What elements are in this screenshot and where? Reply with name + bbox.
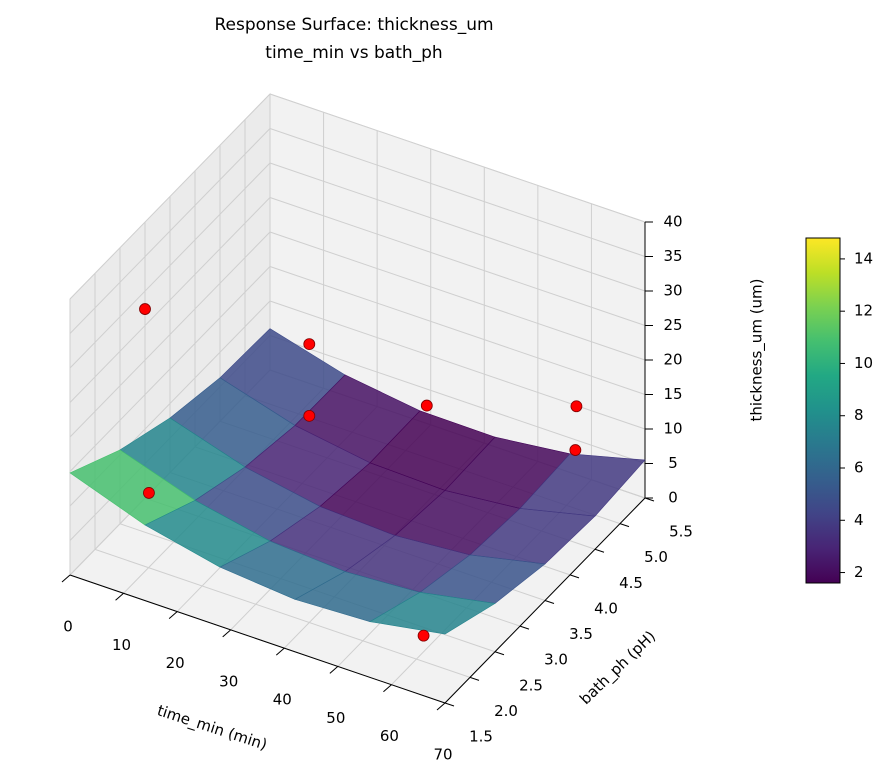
grid-line xyxy=(69,162,271,369)
tick-label: 20 xyxy=(663,351,682,369)
grid-line xyxy=(69,128,271,334)
grid-line xyxy=(69,93,271,300)
data-point xyxy=(420,399,433,412)
tick-label: 15 xyxy=(663,385,682,403)
tick-mark xyxy=(115,592,124,601)
grid-line xyxy=(269,300,646,430)
surface-patch xyxy=(369,592,496,635)
tick-label: 0 xyxy=(63,618,73,636)
tick-label: 3.0 xyxy=(544,651,568,669)
tick-mark xyxy=(619,523,630,528)
x-axis-line xyxy=(69,574,446,704)
grid-line xyxy=(69,197,271,403)
colorbar-tick-label: 12 xyxy=(854,302,873,320)
surface xyxy=(69,328,646,635)
tick-label: 40 xyxy=(273,691,292,709)
grid-line xyxy=(269,93,646,223)
tick-mark xyxy=(544,600,555,604)
grid-line xyxy=(269,162,646,292)
tick-mark xyxy=(569,574,580,579)
tick-mark xyxy=(494,651,505,656)
tick-mark xyxy=(436,702,446,711)
chart-title: Response Surface: thickness_um xyxy=(214,15,493,35)
colorbar-tick-label: 6 xyxy=(854,459,864,477)
colorbar-tick-label: 2 xyxy=(854,563,864,581)
tick-label: 50 xyxy=(326,709,345,727)
tick-mark xyxy=(519,625,530,630)
tick-label: 30 xyxy=(663,282,682,300)
tick-mark xyxy=(469,676,480,681)
data-point xyxy=(570,400,583,413)
tick-label: 2.5 xyxy=(519,676,543,694)
tick-mark xyxy=(444,702,455,707)
colorbar-tick-label: 4 xyxy=(854,511,864,529)
chart-subtitle: time_min vs bath_ph xyxy=(265,43,442,63)
tick-mark xyxy=(222,629,232,638)
tick-label: 5.0 xyxy=(644,548,668,566)
axes: 0102030405060701.52.02.53.03.54.04.55.05… xyxy=(61,213,693,764)
tick-label: 20 xyxy=(166,654,185,672)
tick-label: 35 xyxy=(663,247,682,265)
tick-label: 2.0 xyxy=(494,702,518,720)
tick-label: 10 xyxy=(663,420,682,438)
tick-mark xyxy=(594,548,605,553)
tick-label: 0 xyxy=(668,489,678,507)
tick-label: 60 xyxy=(380,727,399,745)
tick-label: 3.5 xyxy=(569,625,593,643)
grid-line xyxy=(269,335,646,464)
colorbar-tick-label: 8 xyxy=(854,406,864,424)
grid-line xyxy=(69,231,271,438)
tick-label: 40 xyxy=(663,213,682,231)
data-point xyxy=(303,338,316,350)
data-point xyxy=(139,303,151,315)
grid-line xyxy=(94,548,471,678)
x-axis-label: time_min (min) xyxy=(155,701,270,754)
tick-mark xyxy=(61,574,71,583)
tick-mark xyxy=(275,647,285,656)
tick-label: 70 xyxy=(433,746,452,764)
z-axis-label: thickness_um (um) xyxy=(748,278,767,421)
data-point xyxy=(303,409,316,422)
tick-label: 25 xyxy=(663,316,682,334)
tick-label: 5 xyxy=(668,454,678,472)
tick-label: 5.5 xyxy=(669,523,693,541)
points xyxy=(139,303,583,642)
grid-line xyxy=(69,266,271,472)
data-point xyxy=(143,487,155,499)
tick-label: 4.0 xyxy=(594,599,618,617)
grid-line xyxy=(269,197,646,326)
colorbar-tick-label: 10 xyxy=(854,354,873,372)
tick-label: 10 xyxy=(112,636,131,654)
tick-label: 1.5 xyxy=(469,728,493,746)
grid-line xyxy=(269,128,646,257)
colorbar-tick-label: 14 xyxy=(854,249,873,267)
colorbar: 2 4 6 8 10 12 14 xyxy=(805,237,873,584)
data-point xyxy=(417,629,430,642)
tick-label: 30 xyxy=(219,672,238,690)
tick-mark xyxy=(383,684,392,693)
grid-line xyxy=(269,231,646,361)
colorbar-bar xyxy=(805,237,841,584)
grid-line xyxy=(269,266,646,395)
tick-mark xyxy=(329,666,339,674)
tick-label: 4.5 xyxy=(619,574,643,592)
tick-mark xyxy=(168,611,178,619)
data-point xyxy=(569,444,582,456)
